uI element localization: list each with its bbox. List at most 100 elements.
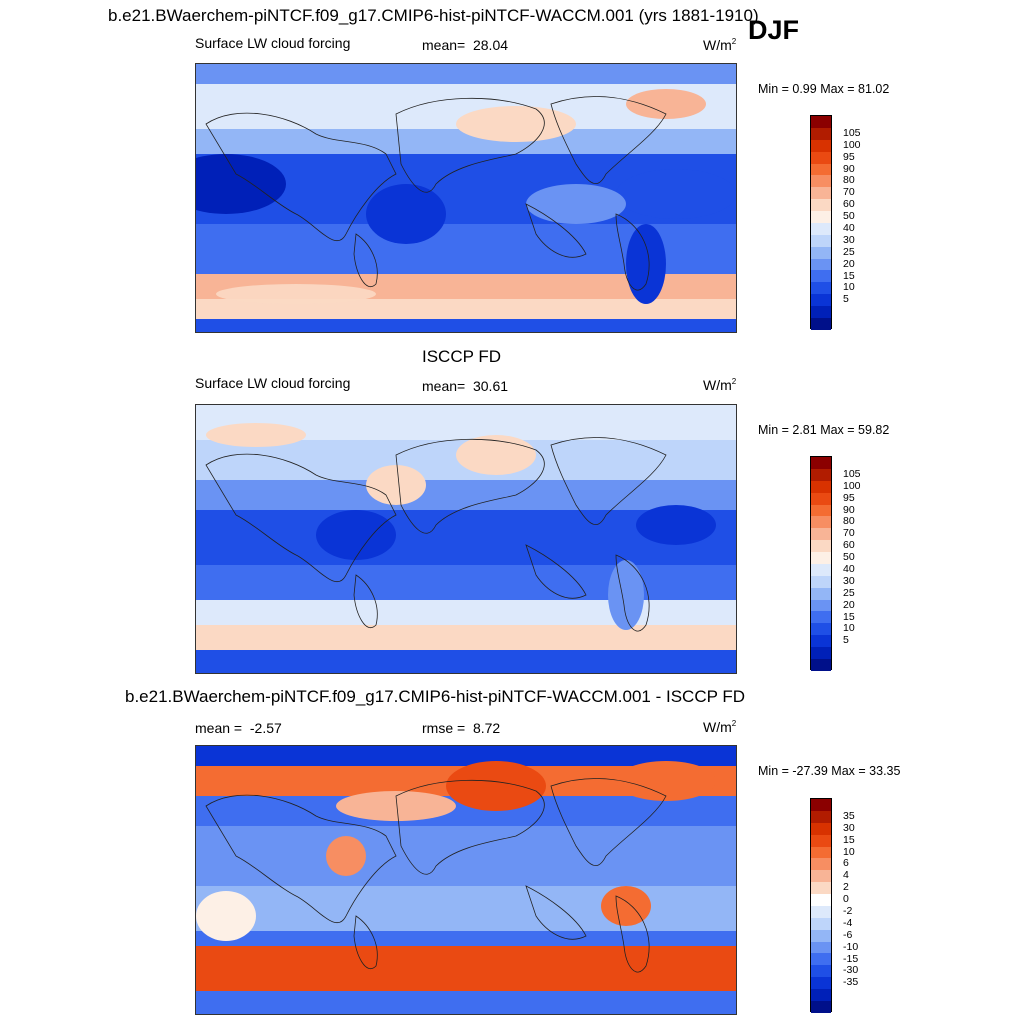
colorbar-swatch bbox=[811, 822, 831, 835]
panel2-units: W/m2 bbox=[703, 377, 737, 393]
coastline bbox=[395, 438, 545, 534]
colorbar-tick-label: 105 bbox=[843, 467, 861, 480]
colorbar-tick-label: 10 bbox=[843, 281, 855, 294]
colorbar-swatch bbox=[811, 270, 831, 283]
colorbar-swatch bbox=[811, 1000, 831, 1013]
panel1-map bbox=[195, 63, 737, 333]
colorbar-swatch bbox=[811, 516, 831, 529]
coastline bbox=[550, 437, 667, 525]
panel3-minmax: Min = -27.39 Max = 33.35 bbox=[758, 764, 901, 778]
colorbar-tick-label: 70 bbox=[843, 527, 855, 540]
colorbar-tick-label: 4 bbox=[843, 869, 849, 882]
colorbar-swatch bbox=[811, 492, 831, 505]
colorbar-swatch bbox=[811, 151, 831, 164]
colorbar-swatch bbox=[811, 540, 831, 552]
coastline bbox=[525, 203, 587, 258]
colorbar-tick-label: 100 bbox=[843, 138, 861, 151]
colorbar-swatch bbox=[811, 480, 831, 493]
colorbar-swatch bbox=[811, 127, 831, 140]
colorbar-swatch bbox=[811, 222, 831, 235]
colorbar-tick-label: 15 bbox=[843, 610, 855, 623]
panel2-mean: mean= 30.61 bbox=[422, 378, 509, 394]
panel2-field-label: Surface LW cloud forcing bbox=[195, 375, 351, 391]
season-label: DJF bbox=[748, 15, 800, 45]
colorbar-swatch bbox=[811, 306, 831, 318]
panel3-colorbar bbox=[810, 798, 832, 1013]
colorbar-tick-label: 90 bbox=[843, 162, 855, 175]
colorbar-swatch bbox=[811, 834, 831, 847]
colorbar-tick-label: 95 bbox=[843, 491, 855, 504]
colorbar-swatch bbox=[811, 905, 831, 918]
colorbar-tick-label: 50 bbox=[843, 551, 855, 564]
coastline bbox=[395, 97, 545, 193]
panel1-mean: mean= 28.04 bbox=[422, 37, 509, 53]
colorbar-tick-label: 35 bbox=[843, 809, 855, 822]
colorbar-tick-label: 5 bbox=[843, 634, 849, 647]
colorbar-tick-label: 2 bbox=[843, 881, 849, 894]
figure-title: b.e21.BWaerchem-piNTCF.f09_g17.CMIP6-his… bbox=[108, 6, 759, 25]
colorbar-swatch bbox=[811, 187, 831, 200]
colorbar-swatch bbox=[811, 234, 831, 247]
colorbar-tick-label: 90 bbox=[843, 503, 855, 516]
colorbar-tick-label: 40 bbox=[843, 563, 855, 575]
colorbar-tick-label: 25 bbox=[843, 586, 855, 599]
panel3-units: W/m2 bbox=[703, 719, 737, 735]
colorbar-swatch bbox=[811, 882, 831, 894]
colorbar-swatch bbox=[811, 977, 831, 989]
colorbar-swatch bbox=[811, 599, 831, 612]
colorbar-tick-label: -30 bbox=[843, 964, 859, 977]
panel2-minmax: Min = 2.81 Max = 59.82 bbox=[758, 423, 890, 437]
colorbar-swatch bbox=[811, 611, 831, 624]
coastline bbox=[205, 112, 397, 242]
colorbar-tick-label: -15 bbox=[843, 952, 859, 965]
colorbar-swatch bbox=[811, 575, 831, 588]
colorbar-tick-label: 6 bbox=[843, 857, 849, 870]
colorbar-swatch bbox=[811, 846, 831, 859]
colorbar-swatch bbox=[811, 635, 831, 647]
colorbar-tick-label: 80 bbox=[843, 174, 855, 187]
colorbar-swatch bbox=[811, 246, 831, 259]
colorbar-swatch bbox=[811, 810, 831, 823]
colorbar-tick-label: -2 bbox=[843, 905, 853, 917]
diff-field bbox=[196, 746, 736, 1014]
panel3-title: b.e21.BWaerchem-piNTCF.f09_g17.CMIP6-his… bbox=[125, 687, 746, 706]
colorbar-swatch bbox=[811, 199, 831, 211]
colorbar-swatch bbox=[811, 282, 831, 295]
colorbar-swatch bbox=[811, 623, 831, 636]
panel2-colorbar bbox=[810, 456, 832, 671]
colorbar-swatch bbox=[811, 468, 831, 481]
colorbar-tick-label: -35 bbox=[843, 976, 859, 989]
colorbar-tick-label: 15 bbox=[843, 833, 855, 846]
colorbar-swatch bbox=[811, 989, 831, 1001]
panel3-mean: mean = -2.57 bbox=[195, 720, 282, 736]
colorbar-tick-label: 100 bbox=[843, 479, 861, 492]
coastline bbox=[353, 574, 378, 628]
panel1-field-label: Surface LW cloud forcing bbox=[195, 35, 351, 51]
colorbar-tick-label: 60 bbox=[843, 198, 855, 211]
colorbar-swatch bbox=[811, 941, 831, 954]
colorbar-tick-label: 25 bbox=[843, 245, 855, 258]
panel1-minmax: Min = 0.99 Max = 81.02 bbox=[758, 82, 890, 96]
coastline bbox=[550, 778, 667, 866]
colorbar-swatch bbox=[811, 894, 831, 906]
panel3-map bbox=[195, 745, 737, 1015]
colorbar-tick-label: 20 bbox=[843, 257, 855, 270]
colorbar-tick-label: 40 bbox=[843, 222, 855, 234]
colorbar-swatch bbox=[811, 870, 831, 883]
coastline bbox=[353, 915, 378, 969]
colorbar-swatch bbox=[811, 504, 831, 517]
panel2-title: ISCCP FD bbox=[422, 347, 502, 366]
coastline bbox=[525, 544, 587, 599]
colorbar-tick-label: 30 bbox=[843, 574, 855, 587]
panel2-map bbox=[195, 404, 737, 674]
coastline bbox=[615, 213, 650, 291]
panel3-rmse: rmse = 8.72 bbox=[422, 720, 501, 736]
colorbar-tick-label: 80 bbox=[843, 515, 855, 528]
colorbar-swatch bbox=[811, 139, 831, 152]
colorbar-swatch bbox=[811, 953, 831, 966]
colorbar-tick-label: 5 bbox=[843, 293, 849, 306]
colorbar-swatch bbox=[811, 457, 831, 469]
obs-field bbox=[196, 405, 736, 673]
colorbar-swatch bbox=[811, 211, 831, 223]
colorbar-tick-label: 30 bbox=[843, 233, 855, 246]
